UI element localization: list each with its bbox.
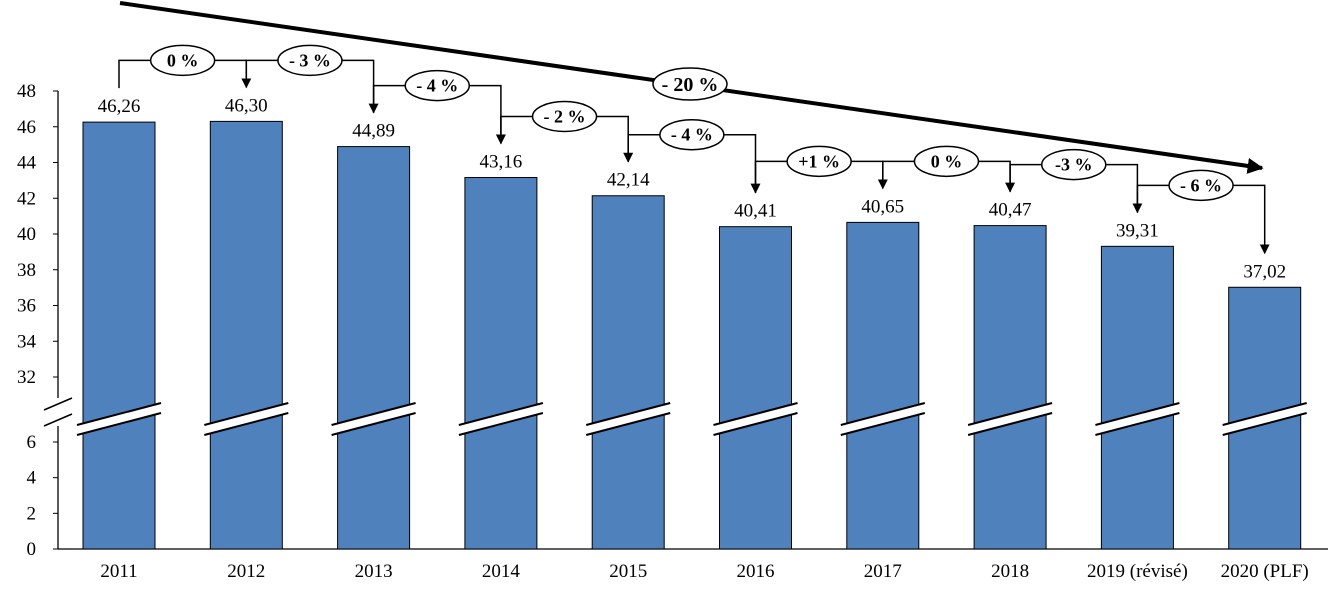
bar-break-gap [713,403,798,435]
category-label: 2020 (PLF) [1221,561,1309,582]
change-bubble [1041,148,1107,181]
bar-break-gap [968,403,1053,435]
bar-break-line [458,412,544,436]
change-label: -3 % [1055,155,1093,175]
total-change-bubble [652,67,728,101]
bar-break-line [585,412,671,436]
value-label: 40,65 [861,196,904,217]
bar [1100,245,1174,550]
change-label: - 6 % [1180,175,1222,195]
bar [209,120,283,550]
value-label: 43,16 [480,152,523,173]
category-label: 2017 [864,561,902,582]
bar [82,121,156,550]
change-label: - 2 % [544,107,586,127]
bar [464,177,538,550]
y-tick-label: 4 [27,468,37,489]
axis-break-mark [43,413,73,427]
bar-break-line [204,402,289,426]
y-tick-label: 34 [17,331,37,352]
bar [337,146,411,550]
bar-break-gap [204,403,289,435]
change-label: 0 % [931,151,963,171]
value-label: 40,47 [989,200,1032,221]
bar-break-gap [1222,403,1307,435]
value-label: 46,30 [225,95,268,116]
change-bubble [786,145,852,178]
change-label: 0 % [167,50,199,70]
change-bubble [277,44,343,77]
category-label: 2016 [737,561,775,582]
bar-break-line [1222,412,1307,436]
value-label: 40,41 [734,201,777,222]
bar [973,225,1047,550]
bar-break-gap [77,403,161,435]
bar-break-line [204,412,289,436]
y-tick-label: 42 [17,188,36,209]
bar-break-gap [458,403,543,435]
bar-break-line [458,402,544,426]
bar-break-gap [331,403,416,435]
axis-breaks [43,397,1307,436]
change-bubble [659,118,725,151]
value-label: 46,26 [98,96,141,117]
change-bubble [913,145,980,178]
category-label: 2013 [355,561,393,582]
change-bubble [404,69,470,102]
bar-break-line [713,412,798,436]
bar [591,195,665,550]
change-label: - 4 % [416,76,458,96]
category-label: 2011 [100,561,137,582]
value-label: 42,14 [607,170,650,191]
bar-break-line [331,402,416,426]
change-label: - 4 % [671,125,713,145]
y-tick-label: 36 [17,296,36,317]
bar-break-line [967,412,1053,436]
axis-break-mark [43,397,73,411]
bar-break-gap [840,403,925,435]
bar-break-line [840,412,926,436]
y-tick-label: 32 [17,367,36,388]
bars: 46,26 46,30 44,89 43,16 42,14 40,41 40,65 40,47… [82,95,1302,550]
bar-break-line [713,402,798,426]
change-bubble [531,100,598,133]
change-bubble [1168,169,1234,202]
change-bubble [149,44,216,77]
y-tick-label: 48 [17,81,36,102]
bar-break-line [76,402,162,426]
bar [719,226,792,550]
bar-break-line [1095,412,1180,436]
change-label: +1 % [798,151,840,171]
y-tick-label: 40 [17,224,36,245]
y-tick-label: 46 [17,117,36,138]
bar [846,221,920,550]
bar-break-line [1095,402,1180,426]
bar-break-line [331,412,416,436]
bar-break-line [840,402,926,426]
value-label: 39,31 [1116,220,1159,241]
y-tick-label: 0 [27,539,37,560]
total-change-label: - 20 % [662,74,719,96]
bar-break-line [967,402,1053,426]
category-label: 2018 [991,561,1029,582]
bar-break-line [585,402,671,426]
category-label: 2014 [482,561,521,582]
value-label: 44,89 [352,121,395,142]
bar-break-line [76,412,162,436]
value-label: 37,02 [1243,261,1286,282]
change-annotations: 0 % - 3 % - 4 % - 2 % - 4 % +1 % 0 % -3 % - 6 % -… [118,1,1270,255]
y-tick-label: 6 [27,432,37,453]
y-tick-label: 2 [27,503,37,524]
y-tick-label: 38 [17,260,36,281]
bar-break-line [1222,402,1307,426]
change-label: - 3 % [289,50,331,70]
category-label: 2012 [227,561,265,582]
y-tick-label: 44 [17,153,37,174]
bar-break-gap [1095,403,1180,435]
category-label: 2015 [609,561,647,582]
bar-break-gap [586,403,671,435]
category-label: 2019 (révisé) [1087,561,1188,582]
